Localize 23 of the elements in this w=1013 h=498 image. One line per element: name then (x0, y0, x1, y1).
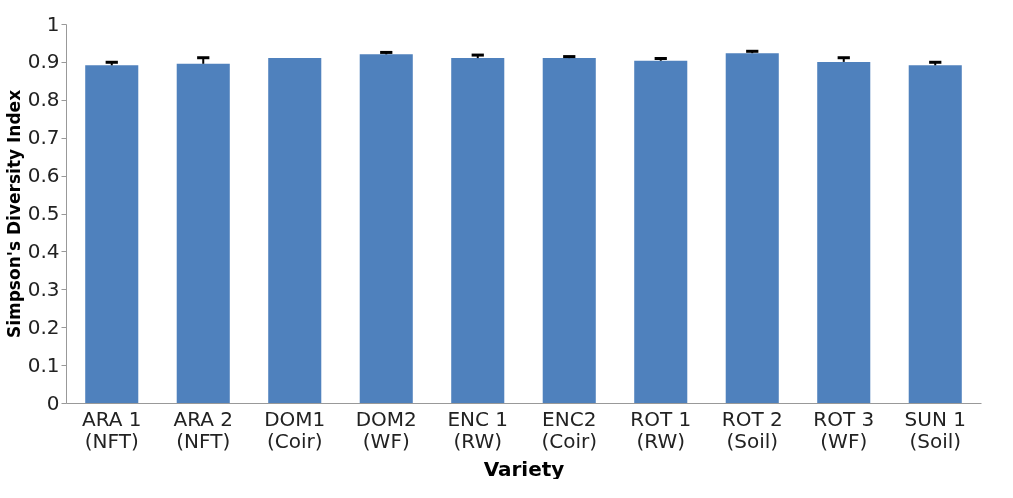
y-tick-label: 0.3 (27, 276, 60, 301)
y-tick-label: 0.1 (27, 352, 60, 377)
x-tick-label: ARA 1 (NFT) (81, 406, 142, 453)
x-tick-label: ROT 2 (Soil) (721, 406, 783, 453)
y-axis-title: Simpson's Diversity Index (3, 89, 24, 339)
y-tick-label: 0.2 (27, 314, 60, 339)
x-tick-label: DOM1 (Coir) (264, 406, 326, 453)
x-tick-label: ENC 1 (RW) (447, 406, 509, 453)
y-tick-label: 0 (46, 390, 60, 415)
x-tick-label: ARA 2 (NFT) (173, 406, 234, 453)
y-tick-label: 0.5 (27, 201, 60, 225)
y-tick-label: 0.6 (27, 163, 60, 188)
y-tick-label: 1 (46, 11, 60, 36)
x-tick-label: SUN 1 (Soil) (904, 406, 966, 453)
x-axis-title: Variety (483, 456, 565, 481)
x-tick-label: ROT 3 (WF) (813, 406, 875, 453)
y-tick-label: 0.9 (27, 49, 60, 74)
x-tick-label: ENC2 (Coir) (541, 406, 598, 453)
x-tick-label: ROT 1 (RW) (630, 406, 692, 453)
y-tick-label: 0.7 (27, 125, 60, 150)
y-tick-label: 0.4 (27, 238, 60, 263)
y-tick-label: 0.8 (27, 87, 60, 112)
x-tick-label: DOM2 (WF) (355, 406, 417, 453)
